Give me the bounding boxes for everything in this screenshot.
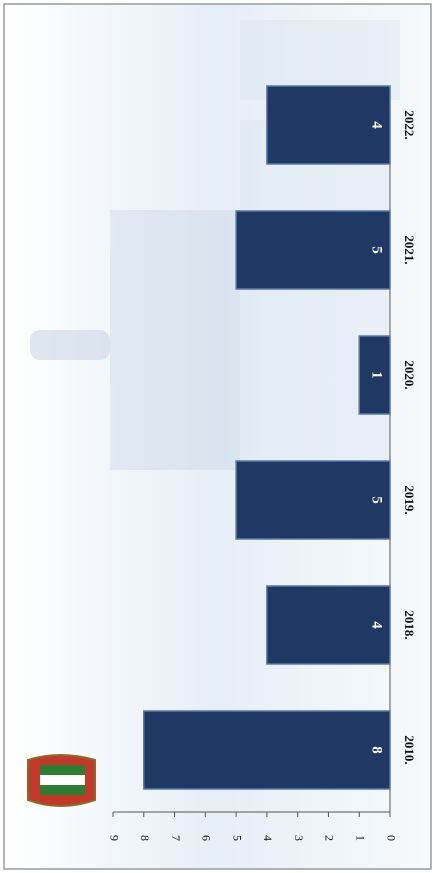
data-label: 5 — [369, 246, 385, 254]
bar — [358, 335, 391, 415]
y-tick-label: 6 — [200, 835, 214, 841]
data-label: 5 — [369, 496, 385, 504]
data-label: 4 — [369, 121, 385, 129]
x-tick-label: 2022. — [402, 110, 417, 139]
y-tick-label: 9 — [107, 835, 121, 841]
y-tick-label: 7 — [169, 835, 183, 841]
bar — [266, 585, 391, 665]
y-tick-label: 3 — [292, 835, 306, 841]
bar — [235, 210, 391, 290]
logo — [27, 754, 96, 807]
x-tick-label: 2010. — [402, 735, 417, 764]
y-tick-label: 8 — [138, 835, 152, 841]
data-label: 4 — [369, 621, 385, 629]
bar — [235, 460, 391, 540]
x-tick-label: 2021. — [402, 235, 417, 264]
y-tick-label: 4 — [261, 835, 275, 841]
y-tick-label: 2 — [323, 835, 337, 841]
y-tick-label: 1 — [353, 835, 367, 841]
data-label: 1 — [369, 371, 385, 379]
x-tick-label: 2020. — [402, 360, 417, 389]
y-tick-label: 0 — [384, 835, 398, 841]
bar — [266, 85, 391, 165]
data-label: 8 — [369, 746, 385, 754]
bar — [143, 710, 391, 790]
x-tick-label: 2019. — [402, 485, 417, 514]
y-tick-label: 5 — [230, 835, 244, 841]
x-tick-label: 2018. — [402, 610, 417, 639]
